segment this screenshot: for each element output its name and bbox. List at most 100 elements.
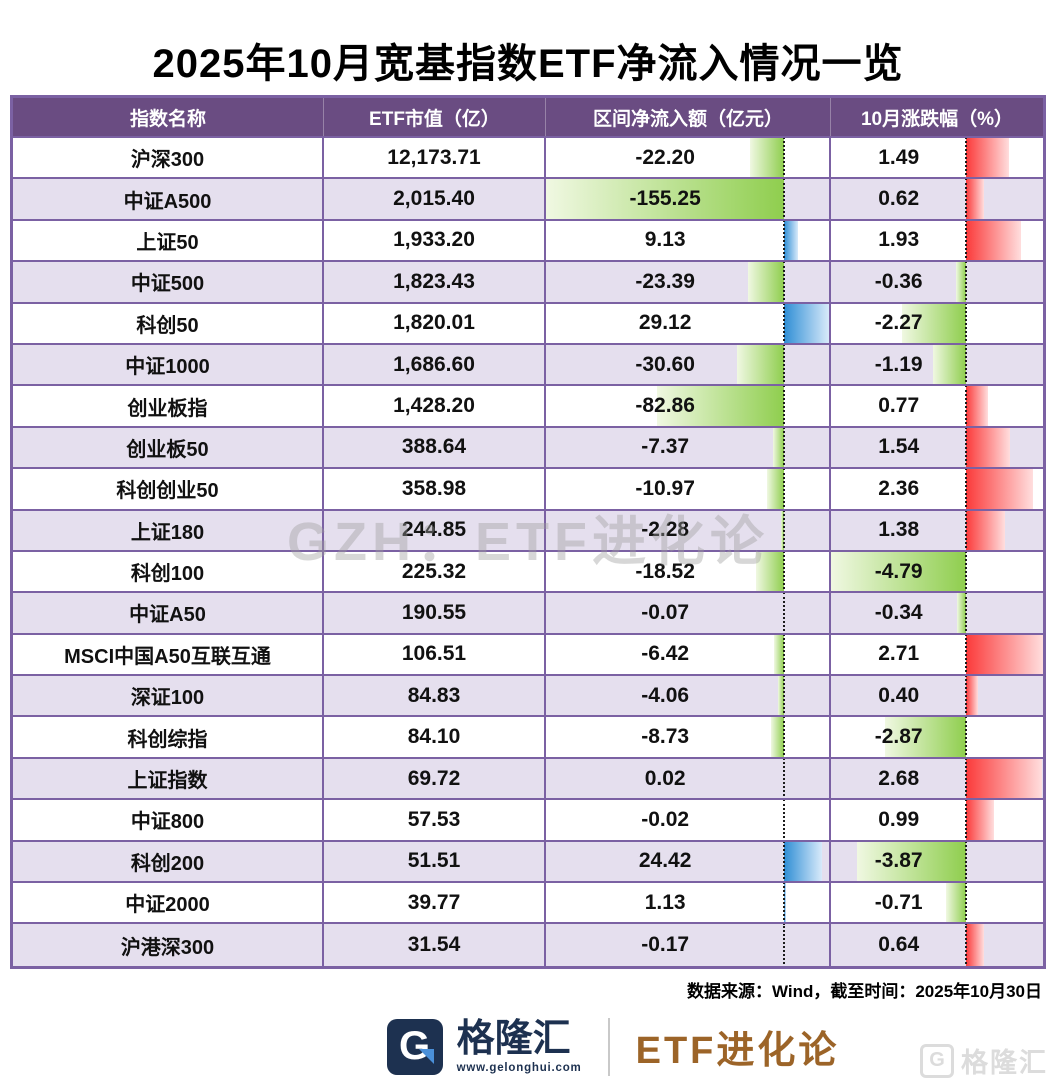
market-cap-cell: 39.77 [324, 883, 546, 923]
net-inflow-cell: 9.13 [546, 220, 831, 261]
index-name-cell: 中证800 [13, 800, 324, 840]
table-row: 中证2000 39.77 1.13 -0.71 [13, 883, 1043, 925]
data-bar [966, 676, 978, 716]
market-cap-cell: 31.54 [324, 924, 546, 966]
zero-axis-line [783, 386, 786, 426]
change-cell: 2.68 [831, 758, 1043, 799]
table-row: 科创50 1,820.01 29.12 -2.27 [13, 303, 1043, 345]
cell-value: 2.36 [878, 476, 920, 500]
cell-value: -30.60 [635, 352, 695, 376]
change-cell: 2.71 [831, 634, 1043, 675]
index-name-cell: 创业板指 [13, 386, 324, 426]
index-name-cell: 深证100 [13, 676, 324, 716]
change-cell: 1.93 [831, 220, 1043, 261]
zero-axis-line [783, 758, 786, 799]
index-name-cell: 沪港深300 [13, 924, 324, 966]
data-bar [767, 469, 785, 509]
index-name-cell: 科创50 [13, 303, 324, 343]
table-row: 科创100 225.32 -18.52 -4.79 [13, 551, 1043, 594]
cell-value: -23.39 [635, 269, 695, 293]
net-inflow-cell: -155.25 [546, 179, 831, 219]
data-bar [966, 800, 995, 840]
col-header-market-cap: ETF市值（亿） [324, 98, 546, 136]
change-cell: 2.36 [831, 469, 1043, 509]
net-inflow-cell: -8.73 [546, 717, 831, 757]
market-cap-cell: 2,015.40 [324, 179, 546, 219]
cell-value: 1.13 [644, 890, 686, 914]
watermark-brand-text: 格隆汇 [961, 1048, 1048, 1078]
data-bar [966, 469, 1034, 509]
zero-axis-line [783, 179, 786, 219]
zero-axis-line [965, 427, 968, 468]
market-cap-cell: 388.64 [324, 427, 546, 468]
table-body: 沪深300 12,173.71 -22.20 1.49 中证A500 2,015.40 -1… [13, 138, 1043, 966]
zero-axis-line [965, 800, 968, 840]
gelonghui-logo-icon: G [386, 1018, 443, 1075]
index-name-cell: 科创综指 [13, 717, 324, 757]
data-bar [885, 717, 967, 757]
data-bar [966, 427, 1010, 468]
cell-value: -22.20 [635, 145, 695, 169]
cell-value: 1.54 [878, 435, 920, 459]
brand-divider [607, 1017, 610, 1076]
market-cap-cell: 69.72 [324, 758, 546, 799]
zero-axis-line [783, 717, 786, 757]
change-cell: 0.77 [831, 386, 1043, 426]
market-cap-cell: 1,428.20 [324, 386, 546, 426]
cell-value: 1.49 [878, 145, 920, 169]
data-bar [784, 220, 799, 261]
index-name-cell: 科创创业50 [13, 469, 324, 509]
cell-value: 1.38 [878, 518, 920, 542]
change-cell: -3.87 [831, 841, 1043, 882]
corner-watermark: G 格隆汇 [920, 1041, 1048, 1080]
brand-name: 格隆汇 [456, 1017, 571, 1060]
table-row: 上证指数 69.72 0.02 2.68 [13, 758, 1043, 801]
data-bar [772, 427, 785, 468]
market-cap-cell: 12,173.71 [324, 138, 546, 178]
change-cell: -1.19 [831, 344, 1043, 385]
net-inflow-cell: -23.39 [546, 262, 831, 302]
index-name-cell: 中证A50 [13, 593, 324, 633]
cell-value: 9.13 [644, 228, 686, 252]
cell-value: -155.25 [629, 187, 701, 211]
market-cap-cell: 358.98 [324, 469, 546, 509]
data-bar [778, 676, 785, 716]
index-name-cell: 科创100 [13, 551, 324, 592]
change-cell: -2.27 [831, 303, 1043, 343]
cell-value: -0.02 [641, 807, 690, 831]
footer-brand: G 格隆汇 www.gelonghui.com ETF进化论 [85, 1017, 1056, 1076]
cell-value: -2.27 [874, 311, 923, 335]
table-row: 创业板指 1,428.20 -82.86 0.77 [13, 386, 1043, 428]
net-inflow-cell: -30.60 [546, 344, 831, 385]
data-bar [857, 841, 967, 882]
data-bar [956, 262, 967, 302]
cell-value: -82.86 [635, 394, 695, 418]
zero-axis-line [965, 593, 968, 633]
data-bar [748, 262, 785, 302]
cell-value: -18.52 [635, 559, 695, 583]
zero-axis-line [783, 220, 786, 261]
cell-value: -1.19 [874, 352, 923, 376]
zero-axis-line [965, 551, 968, 592]
change-cell: 0.99 [831, 800, 1043, 840]
market-cap-cell: 1,933.20 [324, 220, 546, 261]
cell-value: 2.68 [878, 766, 920, 790]
net-inflow-cell: 1.13 [546, 883, 831, 923]
zero-axis-line [965, 758, 968, 799]
data-bar [966, 220, 1021, 261]
watermark-logo-icon: G [920, 1043, 954, 1078]
data-bar [966, 758, 1043, 799]
index-name-cell: 创业板50 [13, 427, 324, 468]
zero-axis-line [965, 344, 968, 385]
col-header-net-inflow: 区间净流入额（亿元） [546, 98, 831, 136]
zero-axis-line [783, 841, 786, 882]
index-name-cell: 中证500 [13, 262, 324, 302]
page-title: 2025年10月宽基指数ETF净流入情况一览 [152, 42, 904, 86]
zero-axis-line [965, 469, 968, 509]
table-row: 深证100 84.83 -4.06 0.40 [13, 676, 1043, 718]
index-name-cell: 上证指数 [13, 758, 324, 799]
table-row: 上证50 1,933.20 9.13 1.93 [13, 220, 1043, 263]
table-row: 科创200 51.51 24.42 -3.87 [13, 841, 1043, 884]
net-inflow-cell: -7.37 [546, 427, 831, 468]
net-inflow-cell: -6.42 [546, 634, 831, 675]
